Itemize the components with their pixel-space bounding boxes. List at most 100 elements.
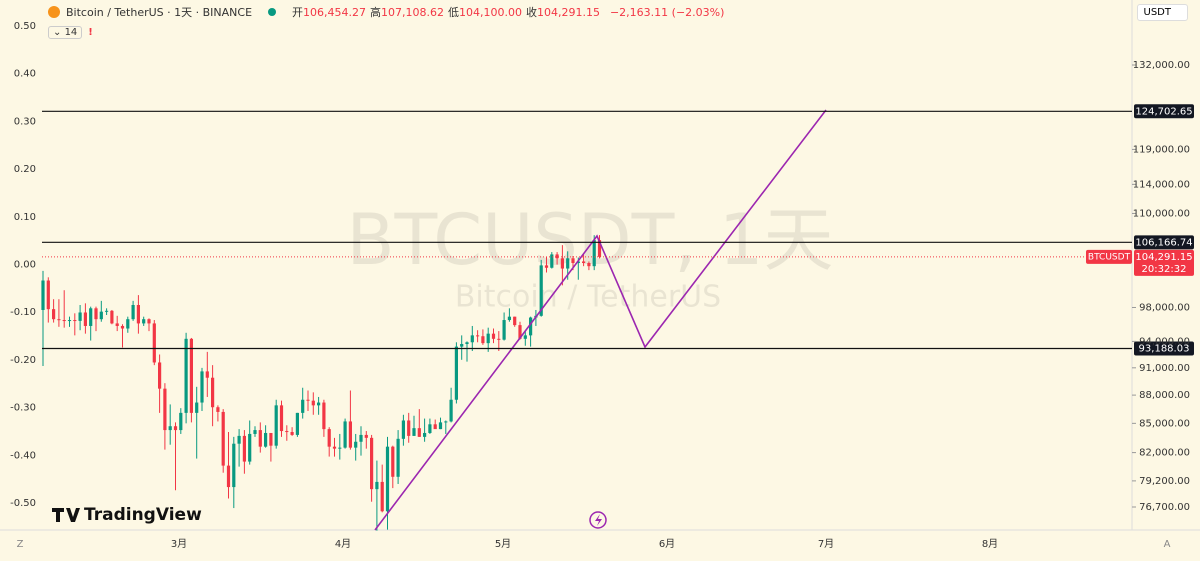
candle-body [428,424,432,433]
candle-body [592,240,596,267]
candle-body [380,481,384,512]
candle-body [279,405,284,432]
level-label: 93,188.03 [1139,343,1190,354]
indicator-value: 14 [64,27,78,38]
candle-body [518,325,522,339]
candle-body [391,446,395,477]
candle-body [433,424,437,430]
level-label-box [1134,104,1194,119]
candle-body [152,323,156,363]
candle-body [370,437,374,490]
watermark-subtitle: Bitcoin / TetherUS [455,280,721,315]
candles [41,235,602,531]
candle-body [226,465,231,488]
candle-body [481,336,485,344]
candle-body [46,280,50,310]
left-tick-label: 0.30 [14,116,36,127]
indicator[interactable]: ⌄ 14 [48,26,83,39]
candle-body [163,388,167,431]
indicator-row: ⌄ 14 ! [48,26,93,39]
candle-body [582,261,586,264]
candle-body [460,344,464,347]
candle-body [338,447,342,449]
candle-body [62,320,66,322]
candle-body [211,377,215,408]
left-tick-label: 0.40 [14,69,36,80]
candle-body [295,412,299,435]
ohlc-value: 104,100.00 [459,6,522,19]
currency[interactable]: USDT [1136,4,1188,21]
candle-body [470,335,474,343]
corner-left[interactable]: Z [17,539,24,550]
left-tick-label: -0.10 [10,307,36,318]
last-price-label: 104,291.15 [1135,252,1192,263]
event-icon[interactable] [589,511,607,529]
candle-body [438,422,443,430]
candle-body [189,338,193,413]
event-bolt [595,514,602,526]
candle-body [168,426,172,431]
left-tick-label: 0.10 [14,212,36,223]
candle-body [587,263,591,267]
candle-body [486,333,490,344]
candle-body [237,435,241,444]
price-tick-label: 110,000.00 [1133,208,1190,219]
candle-body [407,420,411,436]
left-tick-label: 0.20 [14,164,36,175]
candle-body [110,310,114,324]
candle-body [491,333,496,339]
left-tick-label: -0.40 [10,450,36,461]
candle-body [507,316,511,321]
candle-body [67,320,72,322]
candle-body [385,446,390,512]
candle-body [142,319,146,324]
ohlc-item: 低104,100.00 [448,6,522,19]
month-label: 8月 [982,538,998,550]
corner-right[interactable]: A [1164,539,1171,550]
price-tick-label: 132,000.00 [1133,60,1190,71]
candle-body [57,319,61,321]
level-label: 124,702.65 [1135,106,1192,117]
candle-body [105,310,109,312]
last-price-box [1134,249,1194,276]
candle-body [423,432,427,437]
candle-body [290,432,294,435]
candle-body [147,319,151,324]
status-dot [268,8,277,16]
countdown: 20:32:32 [1142,264,1187,275]
candle-body [242,435,246,462]
ohlc-value: 106,454.27 [303,6,367,19]
candle-body [560,258,564,269]
candle-body [94,308,98,320]
symbol[interactable]: Bitcoin / TetherUS · 1天 · BINANCE [66,6,253,19]
logo: TradingView [84,505,202,525]
candle-body [184,338,188,413]
warning[interactable]: ! [88,27,93,38]
candle-body [364,434,368,438]
candle-body [566,258,570,269]
ohlc-label: 开 [292,6,304,19]
candle-body [513,316,517,326]
candle-body [306,399,310,401]
level-label: 106,166.74 [1135,237,1192,248]
ohlc-item: 高107,108.62 [370,6,444,19]
candle-body [248,433,252,462]
candle-body [401,420,405,439]
candle-body [269,432,273,446]
candle-body [258,430,262,447]
ohlc-value: 107,108.62 [381,6,444,19]
candle-body [529,317,533,336]
candle-body [523,335,527,339]
candle-body [502,320,506,340]
ohlc-label: 低 [448,6,459,19]
candle-body [343,421,347,448]
candle-body [597,240,602,257]
candle-body [205,371,209,378]
candle-body [73,320,77,322]
level-label-box [1134,341,1194,356]
candle-body [285,431,289,433]
change: −2,163.11 (−2.03%) [609,5,725,19]
candle-body [327,429,331,447]
last-price-symbol-box [1086,249,1132,264]
